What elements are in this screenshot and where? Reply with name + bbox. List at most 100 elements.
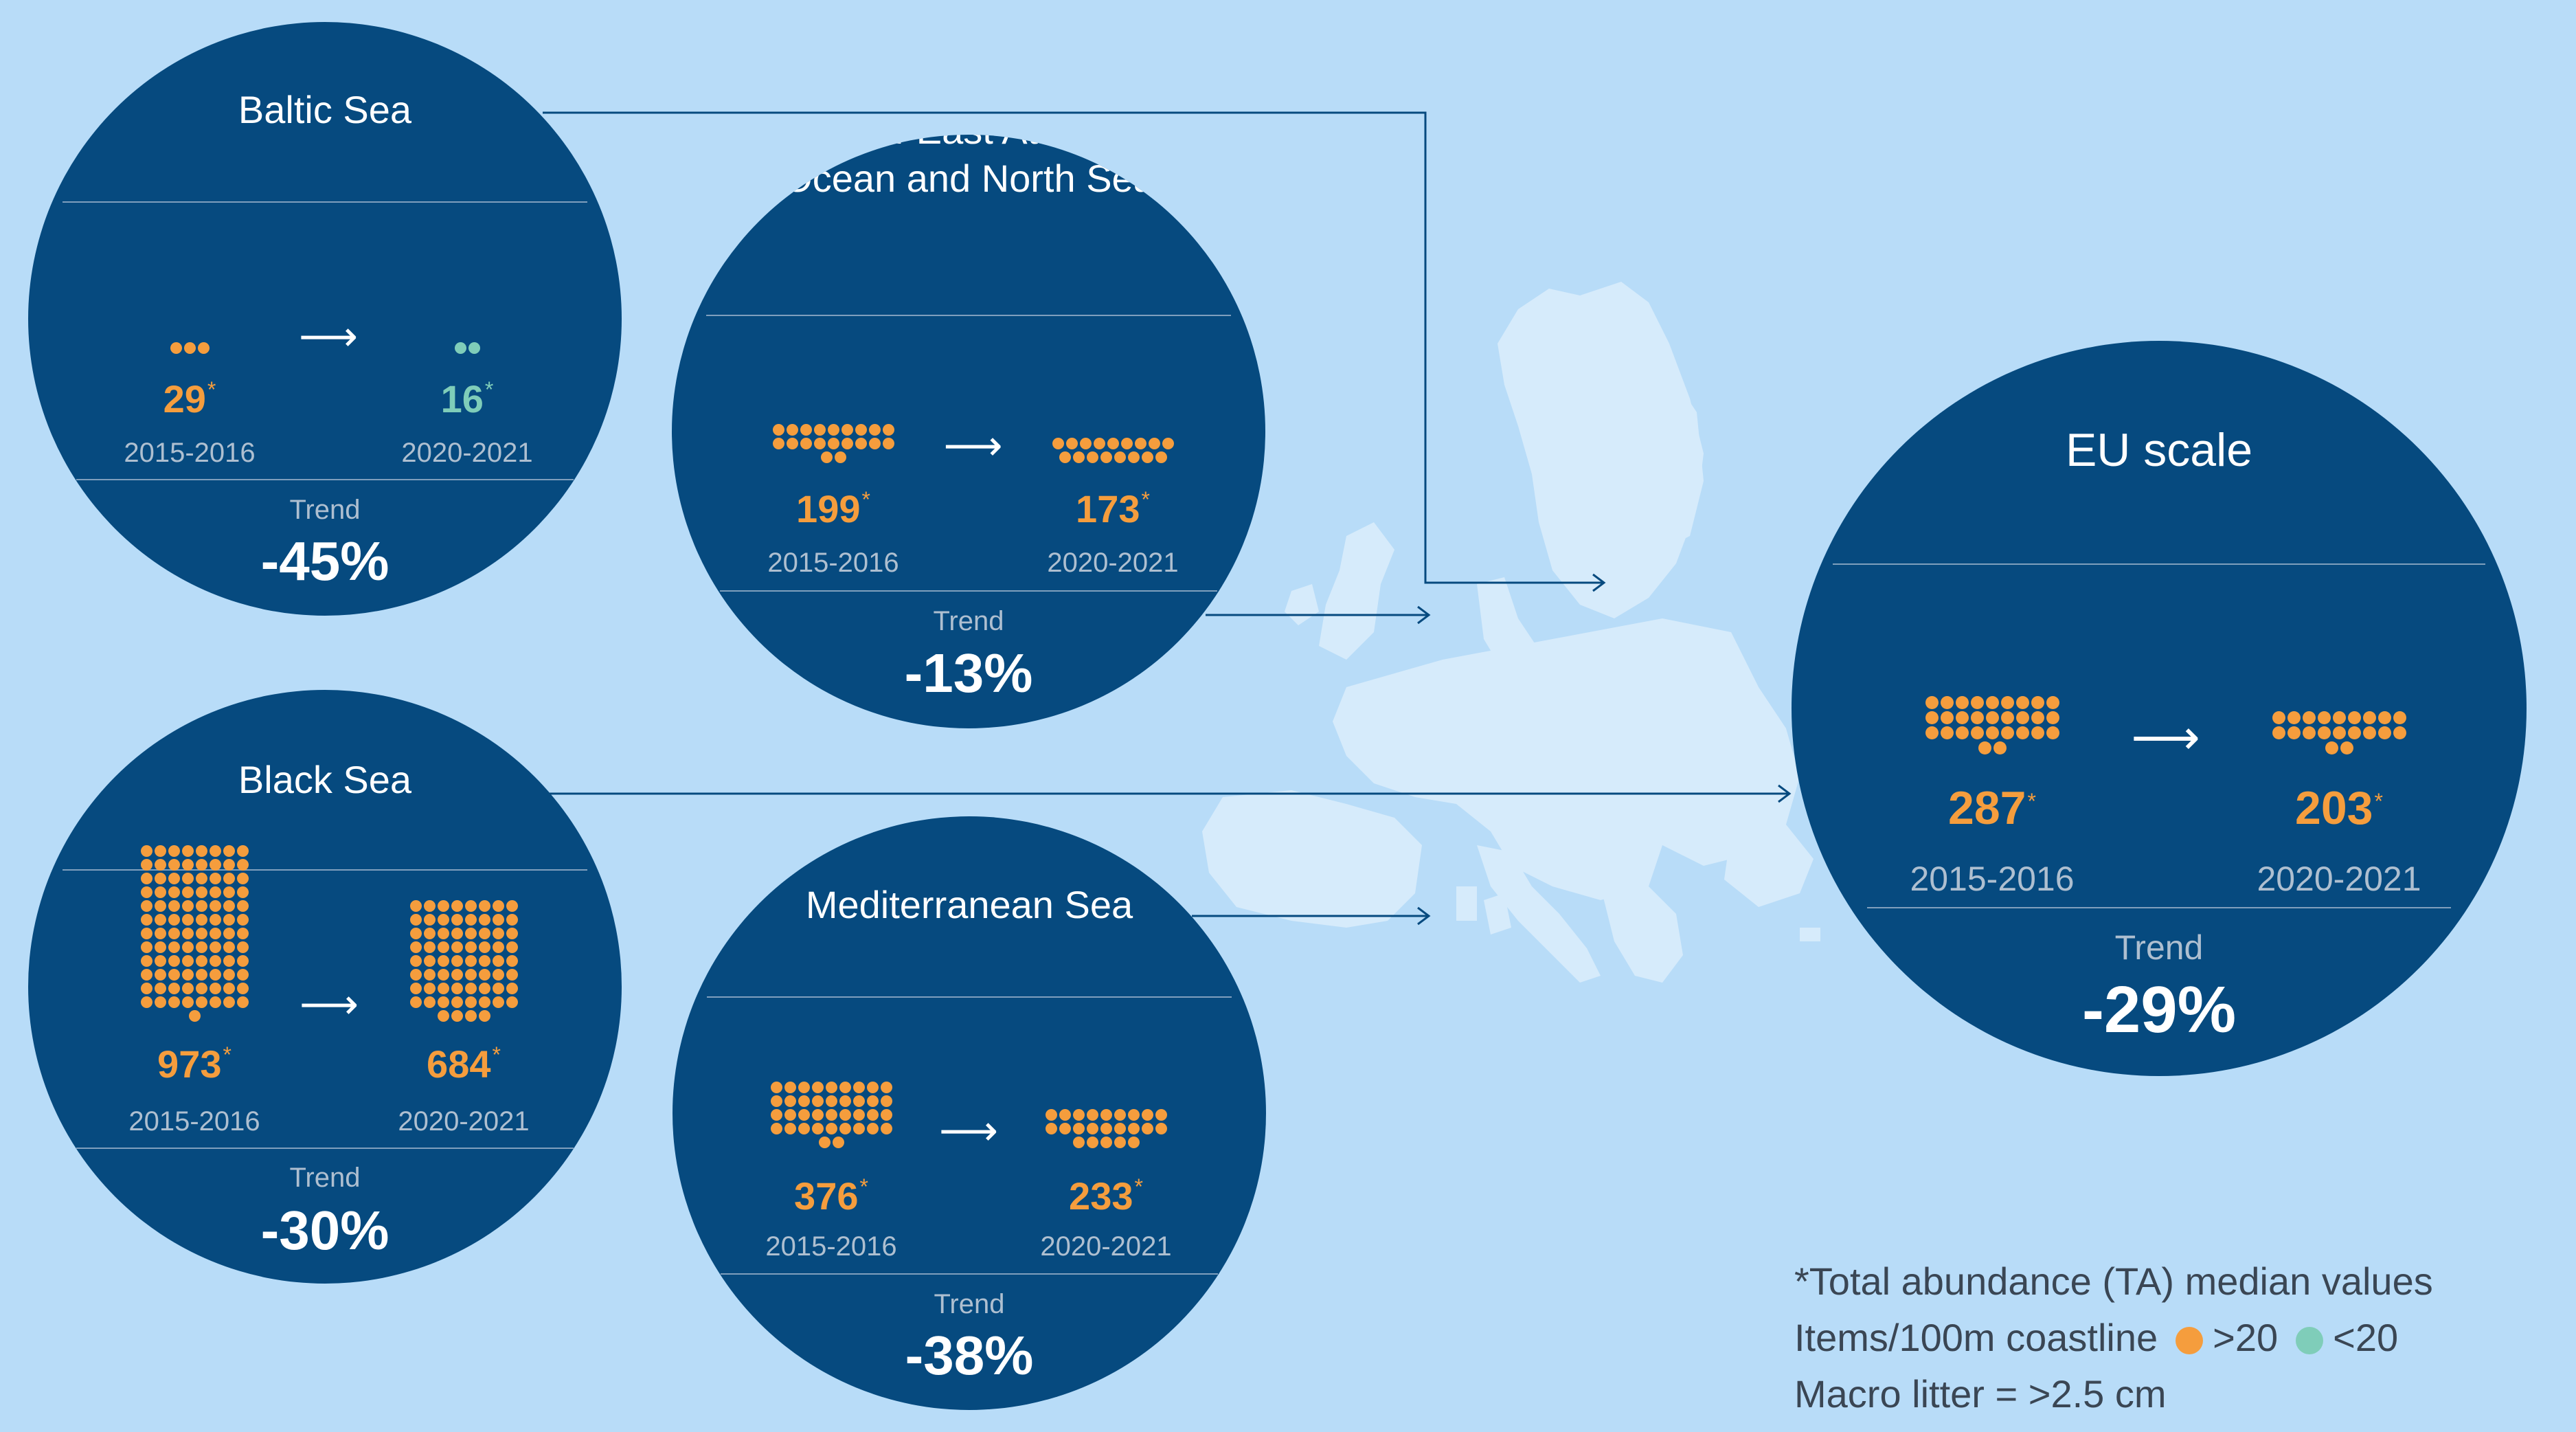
litter-dot (818, 1137, 831, 1148)
arrow-right-icon: ⟶ (943, 423, 1003, 469)
litter-dot (1970, 711, 1984, 724)
period-label-2: 2020-2021 (401, 438, 533, 468)
litter-dot (168, 955, 180, 967)
litter-dot (409, 900, 422, 912)
litter-dot (2317, 726, 2331, 739)
litter-dot (195, 996, 207, 1008)
litter-dot (195, 859, 207, 871)
litter-dot (464, 983, 477, 994)
map-land (1484, 893, 1511, 935)
litter-dot (464, 1010, 477, 1022)
litter-dot (464, 996, 477, 1008)
litter-dot (154, 859, 166, 871)
litter-dot (437, 996, 449, 1008)
trend-value: -38% (905, 1325, 1034, 1386)
litter-dot (223, 928, 235, 939)
litter-dot (1072, 451, 1085, 463)
value-period-1: 199* (730, 478, 936, 531)
litter-dot (464, 941, 477, 953)
arrow-right-icon: ⟶ (938, 1108, 998, 1154)
litter-dot (209, 886, 221, 898)
litter-dot (492, 914, 504, 926)
title-divider (707, 996, 1232, 998)
litter-dot (140, 900, 152, 912)
litter-dot (1052, 438, 1064, 449)
litter-dot (188, 1010, 201, 1022)
litter-dot (855, 438, 867, 449)
litter-dot (168, 900, 180, 912)
litter-dot (223, 914, 235, 926)
litter-dot (236, 969, 249, 981)
litter-dot (1093, 438, 1105, 449)
litter-dot (140, 886, 152, 898)
title-divider (1833, 563, 2485, 565)
litter-dot (181, 859, 194, 871)
region-title: Mediterranean Sea (805, 883, 1133, 926)
connector-baltic (543, 111, 1604, 584)
region-circle-northeast-atlantic: North-East Atlantic Ocean and North Sea ⟶… (672, 135, 1265, 728)
litter-dot (2362, 711, 2376, 724)
value-marker: * (2374, 789, 2383, 814)
litter-dot (195, 845, 207, 857)
litter-dot (209, 914, 221, 926)
litter-dot (825, 1109, 837, 1121)
litter-dot (423, 941, 436, 953)
litter-dot (154, 941, 166, 953)
litter-dot (181, 873, 194, 884)
litter-dot (492, 969, 504, 981)
litter-dot (506, 969, 518, 981)
litter-dot (1940, 696, 1954, 709)
value-number: 376 (794, 1174, 859, 1218)
value-number: 203 (2295, 782, 2373, 834)
title-divider (63, 869, 587, 871)
litter-dot (451, 983, 463, 994)
litter-dot (154, 983, 166, 994)
dots-period-1 (1920, 617, 2064, 754)
litter-dot (478, 955, 490, 967)
litter-dot (195, 969, 207, 981)
litter-dot (451, 900, 463, 912)
region-title: Black Sea (238, 758, 412, 801)
litter-dot (464, 928, 477, 939)
litter-dot (492, 900, 504, 912)
litter-dot (437, 928, 449, 939)
value-number: 29 (163, 377, 206, 421)
litter-dot (154, 955, 166, 967)
litter-dot (770, 1095, 782, 1107)
litter-dot (2377, 726, 2391, 739)
litter-dot (2015, 696, 2029, 709)
period-label-2: 2020-2021 (398, 1106, 530, 1137)
litter-dot (2302, 711, 2316, 724)
litter-dot (784, 1095, 796, 1107)
period-label-1: 2015-2016 (767, 548, 899, 578)
arrowhead-icon (1592, 573, 1606, 592)
litter-dot (195, 873, 207, 884)
map-land (1477, 845, 1601, 983)
litter-dot (464, 900, 477, 912)
litter-dot (1940, 726, 1954, 739)
litter-dot (478, 983, 490, 994)
litter-dot (168, 914, 180, 926)
litter-dot (784, 1123, 796, 1134)
litter-dot (1114, 1123, 1126, 1134)
litter-dot (811, 1095, 824, 1107)
litter-dot (820, 451, 833, 463)
litter-dot (423, 996, 436, 1008)
litter-dot (181, 886, 194, 898)
litter-dot (866, 1095, 879, 1107)
region-title: Baltic Sea (238, 88, 412, 131)
value-marker: * (1141, 487, 1150, 512)
litter-dot (451, 1010, 463, 1022)
litter-dot (437, 955, 449, 967)
dots-period-1 (135, 216, 245, 354)
title-divider (63, 201, 587, 203)
litter-dot (1155, 1123, 1167, 1134)
litter-dot (1086, 1109, 1098, 1121)
litter-dot (223, 873, 235, 884)
litter-dot (784, 1109, 796, 1121)
litter-dot (140, 955, 152, 967)
dots-period-2 (404, 884, 524, 1022)
litter-dot (834, 451, 846, 463)
legend-line-3: Macro litter = >2.5 cm (1794, 1372, 2167, 1416)
